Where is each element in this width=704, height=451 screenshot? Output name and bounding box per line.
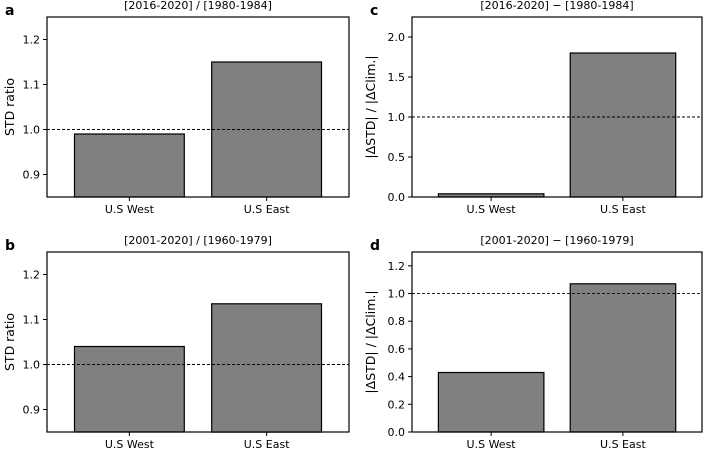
panel-c: U.S West U.S East 0.0 0.5 1.0 1.5 2.0 |ΔSTD| / … <box>363 0 703 216</box>
y-tick-label-c-1: 0.0 <box>388 191 406 204</box>
y-tick-label-d-2: 0.2 <box>388 398 406 411</box>
y-axis-label-b: STD ratio <box>2 313 17 371</box>
chart-title-b: [2001-2020] / [1960-1979] <box>124 234 272 247</box>
x-tick-label-b-2: U.S East <box>244 438 290 451</box>
panel-b: U.S West U.S East 0.9 1.0 1.1 1.2 STD ratio [20… <box>2 234 350 451</box>
y-tick-label-a-4: 1.2 <box>23 34 41 47</box>
x-tick-label-c-1: U.S West <box>467 203 517 216</box>
y-tick-label-c-3: 1.0 <box>388 111 406 124</box>
y-tick-label-a-1: 0.9 <box>23 169 41 182</box>
y-axis-label-d: |ΔSTD| / |ΔClim.| <box>363 290 378 393</box>
panel-letter-a: a <box>5 3 14 19</box>
x-tick-label-a-2: U.S East <box>244 203 290 216</box>
y-tick-label-a-2: 1.0 <box>23 124 41 137</box>
y-tick-label-c-5: 2.0 <box>388 31 406 44</box>
bar-d-1 <box>437 371 545 433</box>
chart-title-d: [2001-2020] − [1960-1979] <box>480 234 633 247</box>
x-tick-label-b-1: U.S West <box>105 438 155 451</box>
x-tick-label-c-2: U.S East <box>600 203 646 216</box>
bar-c-2 <box>569 52 677 198</box>
y-tick-label-d-5: 0.8 <box>388 315 406 328</box>
y-tick-label-d-3: 0.4 <box>388 371 406 384</box>
bar-b-1 <box>73 345 185 433</box>
x-tick-label-d-1: U.S West <box>467 438 517 451</box>
axes-frame-a <box>46 16 350 198</box>
bar-a-1 <box>73 133 185 198</box>
y-tick-label-b-1: 0.9 <box>23 404 41 417</box>
y-tick-label-b-3: 1.1 <box>23 314 41 327</box>
bar-d-2 <box>569 283 677 433</box>
x-tick-label-a-1: U.S West <box>105 203 155 216</box>
y-tick-label-d-4: 0.6 <box>388 343 406 356</box>
y-tick-label-d-1: 0.0 <box>388 426 406 439</box>
y-axis-label-a: STD ratio <box>2 78 17 136</box>
panel-letter-d: d <box>370 238 380 254</box>
chart-title-a: [2016-2020] / [1980-1984] <box>124 0 272 12</box>
panel-a: U.S West U.S East 0.9 1.0 1.1 1.2 STD ratio [20… <box>2 0 350 216</box>
y-axis-label-c: |ΔSTD| / |ΔClim.| <box>363 55 378 158</box>
y-tick-label-c-2: 0.5 <box>388 151 406 164</box>
bar-b-2 <box>211 303 323 433</box>
y-tick-label-d-7: 1.2 <box>388 260 406 273</box>
axes-frame-d <box>411 251 703 433</box>
panel-d: U.S West U.S East 0.0 0.2 0.4 0.6 0.8 1.0 1.2 |ΔS… <box>363 234 703 451</box>
panel-letter-c: c <box>370 3 378 19</box>
y-tick-label-b-4: 1.2 <box>23 269 41 282</box>
chart-title-c: [2016-2020] − [1980-1984] <box>480 0 633 12</box>
panel-letter-b: b <box>5 238 15 254</box>
y-tick-label-a-3: 1.1 <box>23 79 41 92</box>
axes-frame-c <box>411 16 703 198</box>
x-tick-label-d-2: U.S East <box>600 438 646 451</box>
axes-frame-b <box>46 251 350 433</box>
y-tick-label-b-2: 1.0 <box>23 359 41 372</box>
y-tick-label-c-4: 1.5 <box>388 71 406 84</box>
y-tick-label-d-6: 1.0 <box>388 288 406 301</box>
